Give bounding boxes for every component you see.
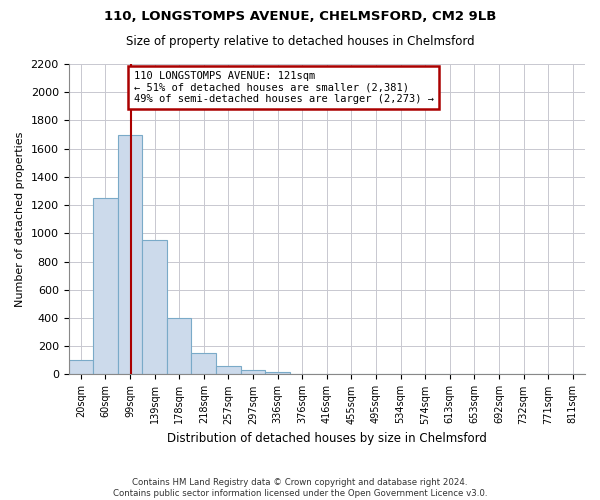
Bar — [142, 240, 167, 374]
Bar — [216, 366, 241, 374]
Bar — [241, 370, 265, 374]
X-axis label: Distribution of detached houses by size in Chelmsford: Distribution of detached houses by size … — [167, 432, 487, 445]
Text: Contains HM Land Registry data © Crown copyright and database right 2024.
Contai: Contains HM Land Registry data © Crown c… — [113, 478, 487, 498]
Y-axis label: Number of detached properties: Number of detached properties — [15, 132, 25, 307]
Bar — [191, 354, 216, 374]
Text: 110, LONGSTOMPS AVENUE, CHELMSFORD, CM2 9LB: 110, LONGSTOMPS AVENUE, CHELMSFORD, CM2 … — [104, 10, 496, 23]
Bar — [93, 198, 118, 374]
Text: Size of property relative to detached houses in Chelmsford: Size of property relative to detached ho… — [125, 35, 475, 48]
Bar — [167, 318, 191, 374]
Bar — [118, 134, 142, 374]
Bar — [265, 372, 290, 374]
Text: 110 LONGSTOMPS AVENUE: 121sqm
← 51% of detached houses are smaller (2,381)
49% o: 110 LONGSTOMPS AVENUE: 121sqm ← 51% of d… — [134, 71, 434, 104]
Bar — [68, 360, 93, 374]
